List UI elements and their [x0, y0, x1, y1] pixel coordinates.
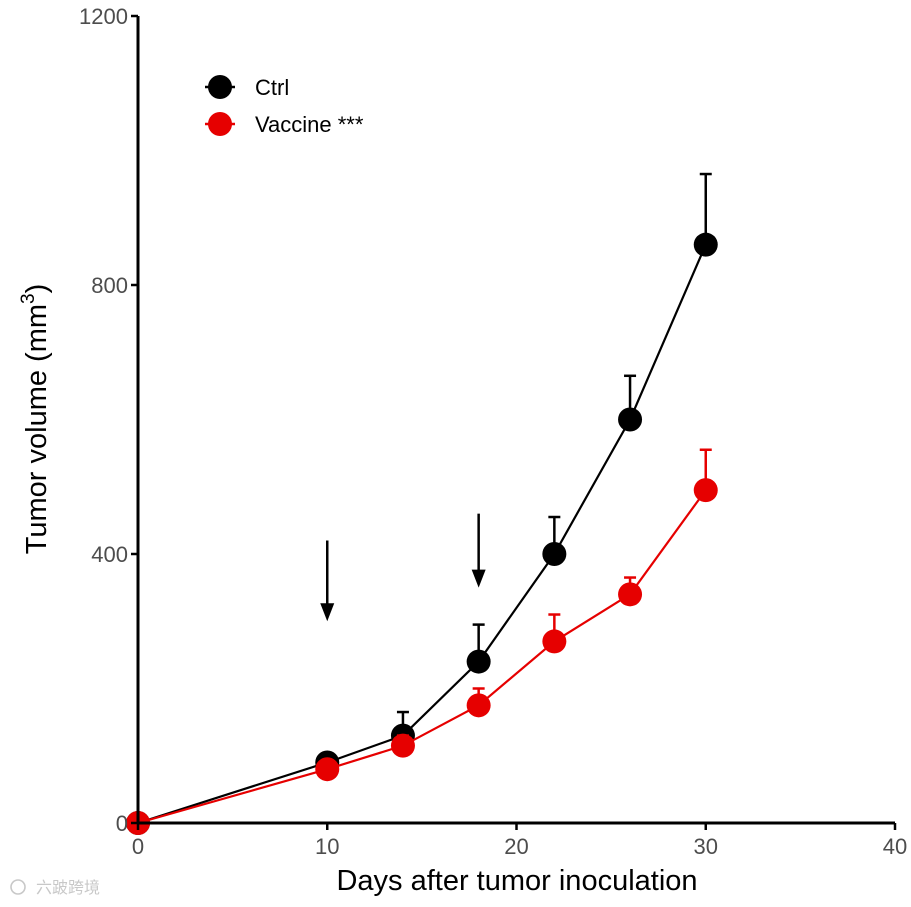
y-axis-title: Tumor volume (mm3): [18, 284, 53, 555]
watermark-text: 六跛跨境: [36, 878, 100, 897]
camera-icon: [10, 879, 26, 895]
series-vaccine: [126, 448, 718, 835]
y-axis-title-superscript: 3: [18, 293, 39, 304]
data-point: [466, 693, 491, 718]
y-tick-label: 400: [91, 542, 128, 567]
legend-marker: [208, 112, 232, 136]
x-tick-label: 20: [504, 834, 528, 859]
x-tick-label: 30: [694, 834, 718, 859]
data-point: [618, 582, 643, 607]
arrow-head: [320, 603, 335, 622]
data-point: [542, 542, 567, 566]
x-axis-title: Days after tumor inoculation: [336, 865, 697, 897]
y-axis-title-suffix: ): [21, 284, 53, 294]
data-point: [693, 478, 718, 503]
legend: Ctrl Vaccine ***: [205, 75, 364, 137]
data-point: [542, 629, 567, 654]
data-point: [618, 407, 643, 432]
y-tick-label: 1200: [79, 4, 128, 29]
data-point: [390, 733, 415, 758]
x-tick-label: 0: [132, 834, 144, 859]
series-layer: [126, 172, 718, 835]
legend-marker: [208, 75, 232, 99]
data-point: [466, 649, 491, 674]
dosing-arrows: [320, 513, 486, 622]
watermark: 六跛跨境: [10, 878, 100, 897]
y-tick-label: 800: [91, 273, 128, 298]
data-point: [693, 232, 718, 257]
data-point: [315, 757, 340, 782]
x-tick-label: 10: [315, 834, 339, 859]
axes: [136, 16, 895, 825]
legend-label: Ctrl: [255, 75, 289, 100]
series-line: [137, 489, 707, 825]
y-tick-label: 0: [116, 811, 128, 836]
y-axis-title-main: Tumor volume (mm: [21, 304, 53, 554]
arrow-head: [471, 569, 486, 588]
legend-label: Vaccine ***: [255, 112, 364, 137]
x-tick-label: 40: [883, 834, 907, 859]
